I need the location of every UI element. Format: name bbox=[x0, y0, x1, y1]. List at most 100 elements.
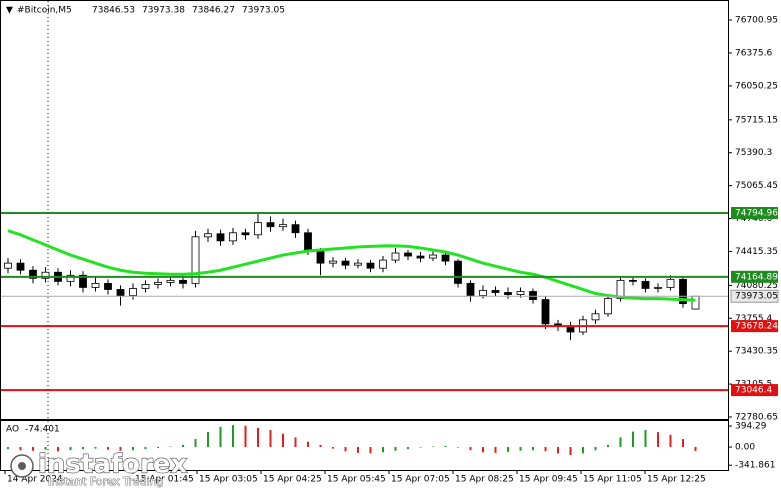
header-low: 73846.27 bbox=[192, 6, 235, 16]
candle-body bbox=[116, 289, 125, 296]
candle-body bbox=[329, 260, 337, 264]
level-label: 74164.89 bbox=[735, 272, 778, 282]
candle-body bbox=[241, 232, 250, 236]
y-tick-label: -341.861 bbox=[735, 461, 775, 471]
current-price-bg bbox=[730, 289, 779, 303]
y-tick-label: 76050.25 bbox=[735, 81, 778, 91]
candle-body bbox=[491, 290, 500, 293]
candle-body bbox=[216, 233, 225, 242]
y-tick-label: 73430.35 bbox=[735, 347, 778, 357]
x-tick-label: 14 Apr 2024 bbox=[7, 475, 63, 485]
candle-body bbox=[66, 274, 75, 282]
x-tick-label: 15 Apr 04:25 bbox=[263, 475, 322, 485]
x-tick-label: 15 Apr 07:05 bbox=[391, 475, 450, 485]
candle-body bbox=[316, 250, 325, 264]
candle-body bbox=[254, 222, 262, 236]
y-tick-label: 394.29 bbox=[735, 422, 767, 432]
candle-body bbox=[179, 279, 187, 284]
candle-body bbox=[79, 274, 87, 288]
y-tick-label: 74080.25 bbox=[735, 281, 778, 291]
level-label: 74794.96 bbox=[735, 209, 778, 219]
candle-body bbox=[654, 287, 662, 289]
level-label-bg bbox=[731, 207, 778, 220]
level-label-bg bbox=[731, 320, 778, 333]
candle-body bbox=[166, 279, 175, 283]
level-label: 73678.24 bbox=[735, 322, 778, 332]
candle-body bbox=[291, 224, 300, 234]
candle-body bbox=[529, 291, 537, 300]
candle-body bbox=[604, 298, 612, 315]
main-panel bbox=[0, 0, 729, 420]
candle-body bbox=[479, 290, 487, 296]
candle-body bbox=[666, 278, 675, 288]
y-tick-label: 75390.3 bbox=[735, 148, 772, 158]
candle-body bbox=[429, 254, 437, 259]
candle-body bbox=[304, 232, 312, 252]
indicator-value: -74.401 bbox=[25, 425, 60, 435]
candle-body bbox=[129, 288, 137, 296]
y-tick-label: 74415.35 bbox=[735, 247, 778, 257]
candle-body bbox=[154, 281, 162, 285]
candle-body bbox=[41, 271, 50, 279]
candle-body bbox=[454, 260, 462, 284]
watermark-brand: instaforex bbox=[38, 450, 188, 480]
x-tick-label: 15 Apr 09:45 bbox=[519, 475, 578, 485]
candle-body bbox=[279, 224, 287, 228]
x-tick-label: 15 Apr 03:05 bbox=[199, 475, 258, 485]
candle-body bbox=[341, 260, 350, 266]
watermark-logo-dot bbox=[18, 462, 26, 470]
candle-body bbox=[16, 262, 25, 271]
candle-body bbox=[266, 222, 275, 228]
candle-body bbox=[416, 255, 425, 259]
candle-body bbox=[404, 252, 412, 257]
candle-body bbox=[104, 282, 112, 290]
moving-average bbox=[7, 229, 696, 302]
level-label-bg bbox=[731, 384, 778, 397]
header-high: 73973.38 bbox=[142, 6, 185, 16]
x-tick-label: 15 Apr 05:45 bbox=[327, 475, 386, 485]
candle-body bbox=[691, 295, 700, 310]
candle-body bbox=[141, 284, 150, 289]
candle-body bbox=[391, 252, 400, 261]
header-open: 73846.53 bbox=[92, 6, 135, 16]
candle-body bbox=[29, 269, 37, 279]
candle-body bbox=[616, 279, 625, 299]
x-tick-label: 15 Apr 08:25 bbox=[455, 475, 514, 485]
candle-body bbox=[229, 232, 237, 242]
y-tick-label: 73755.4 bbox=[735, 314, 772, 324]
x-tick-label: 15 Apr 11:05 bbox=[583, 475, 642, 485]
candle-body bbox=[91, 282, 100, 288]
candle-body bbox=[379, 259, 387, 269]
y-tick-label: 75065.45 bbox=[735, 181, 778, 191]
current-price-label: 73973.05 bbox=[735, 292, 778, 302]
candle-body bbox=[504, 292, 512, 295]
watermark-tagline: Instant Forex Trading bbox=[48, 475, 164, 488]
header-arrow: ▼ bbox=[6, 6, 13, 16]
candle-body bbox=[516, 291, 525, 295]
y-tick-label: 72780.65 bbox=[735, 412, 778, 422]
candle-body bbox=[466, 282, 475, 296]
y-tick-label: 76375.6 bbox=[735, 48, 772, 58]
candle-body bbox=[679, 278, 687, 305]
candle-body bbox=[629, 279, 637, 282]
y-tick-label: 76700.95 bbox=[735, 16, 778, 26]
x-tick-label: 15 Apr 12:25 bbox=[647, 475, 706, 485]
candle-body bbox=[354, 262, 362, 266]
candle-body bbox=[641, 280, 650, 289]
symbol-title: #Bitcoin,M5 bbox=[17, 6, 72, 16]
y-tick-label: 74740.6 bbox=[735, 214, 772, 224]
candle-body bbox=[441, 254, 450, 262]
candle-body bbox=[541, 299, 550, 325]
candle-body bbox=[204, 233, 212, 238]
candle-body bbox=[591, 313, 600, 321]
y-tick-label: 0.00 bbox=[735, 443, 755, 453]
x-tick-label: 15 Apr 01:45 bbox=[135, 475, 194, 485]
header-close: 73973.05 bbox=[242, 6, 285, 16]
y-tick-label: 75715.15 bbox=[735, 115, 778, 125]
candle-body bbox=[191, 236, 200, 284]
indicator-title: AO bbox=[6, 425, 19, 435]
level-label-bg bbox=[731, 270, 778, 283]
level-label: 73046.4 bbox=[735, 386, 772, 396]
